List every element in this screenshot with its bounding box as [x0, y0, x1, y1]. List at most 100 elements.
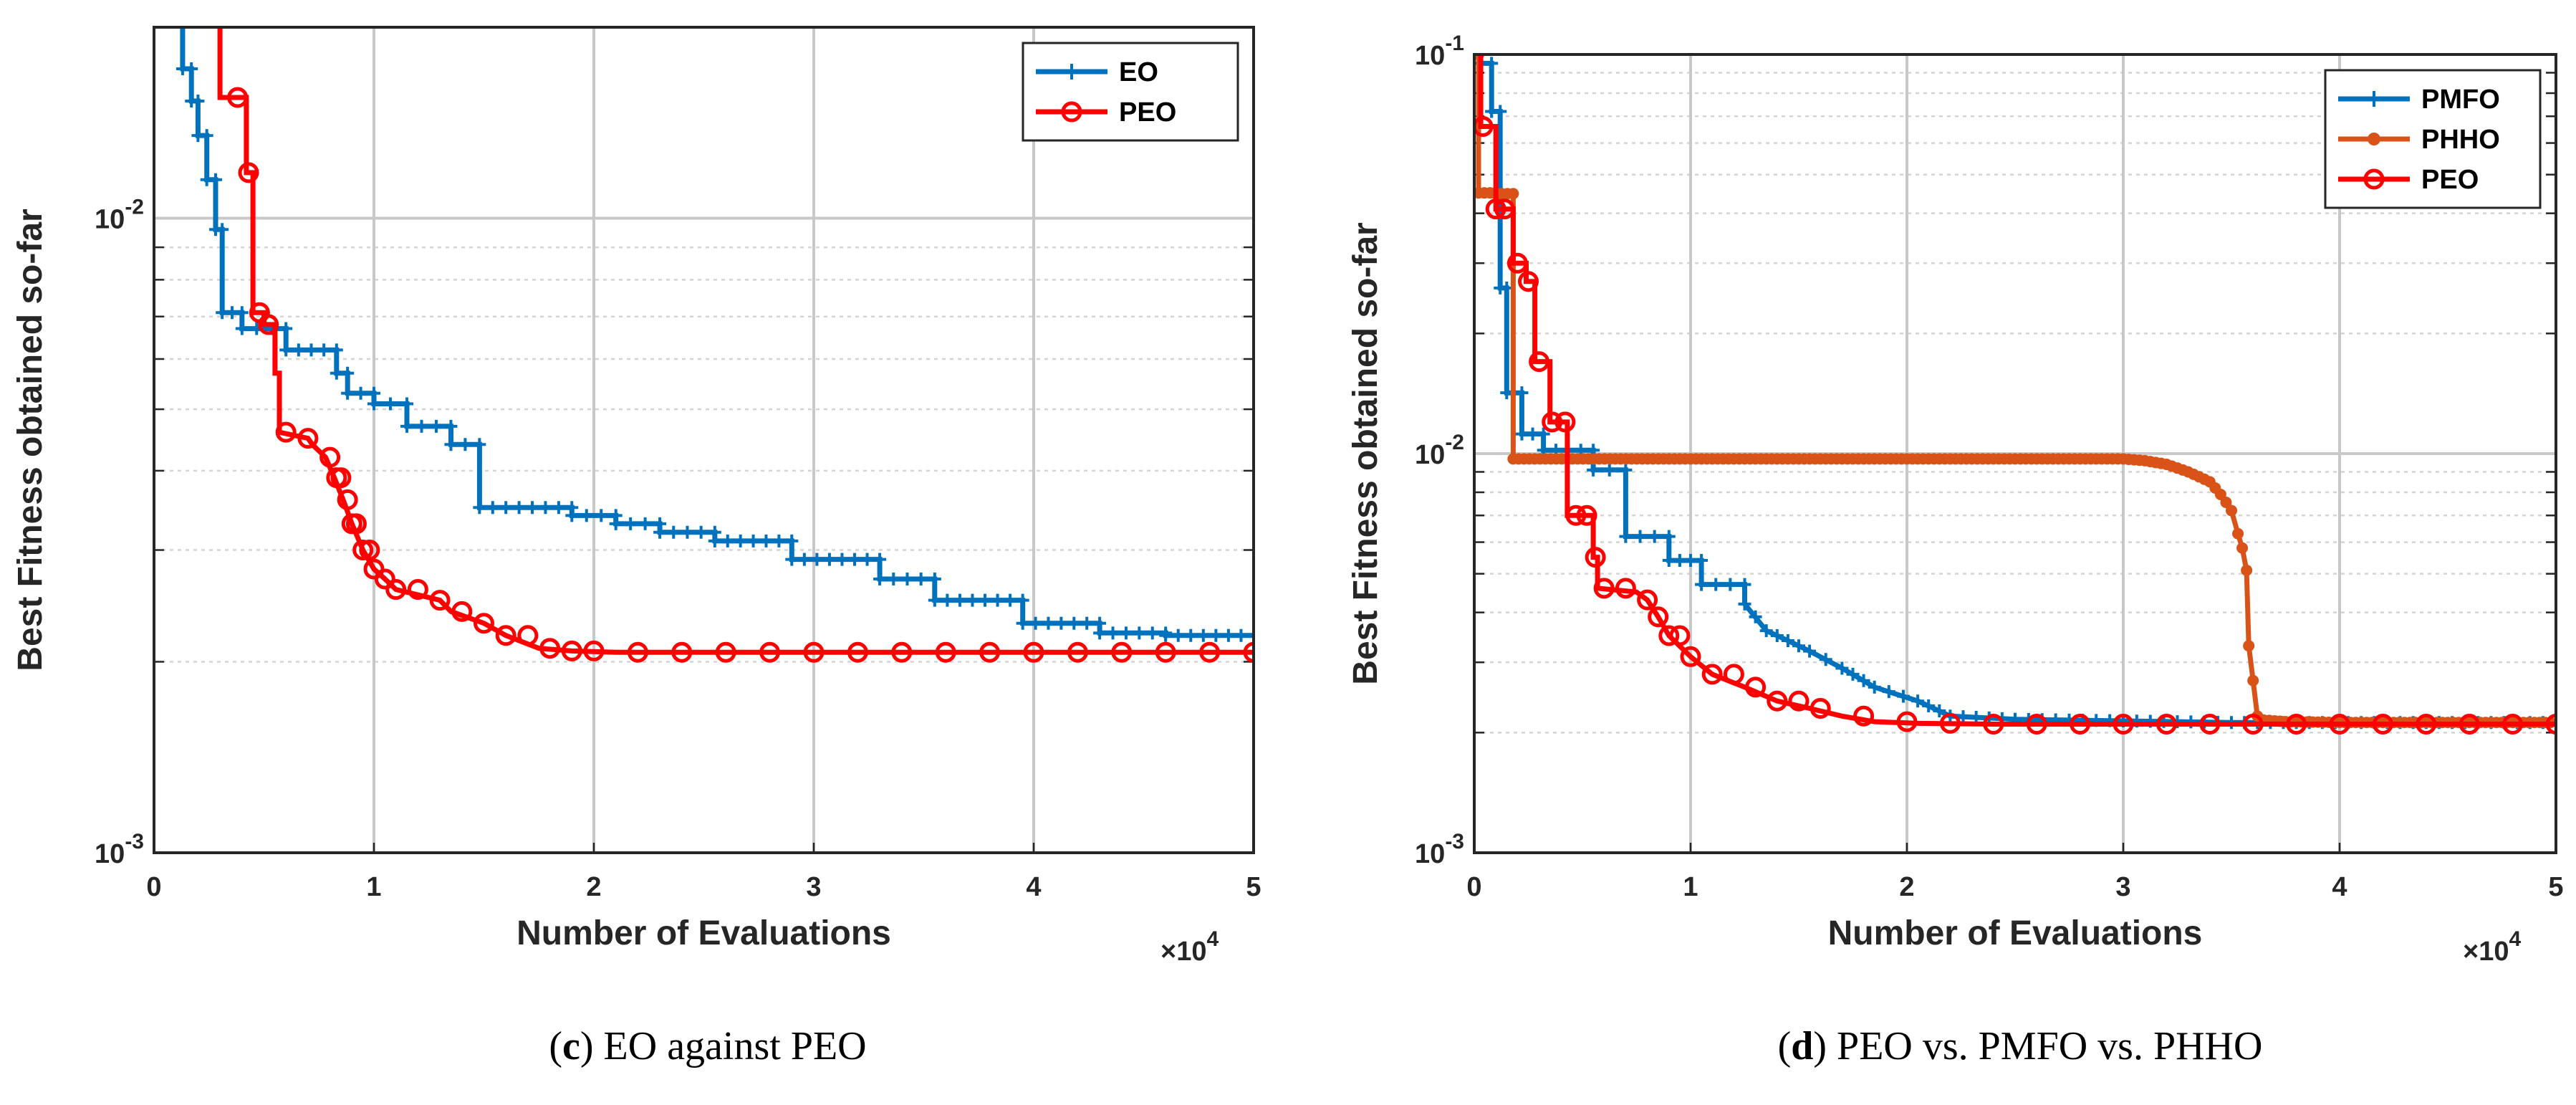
marker-peo — [1565, 504, 1587, 526]
marker-eo — [667, 525, 681, 539]
marker-peo — [2372, 714, 2393, 735]
y-tick-base: 10 — [1415, 839, 1445, 869]
marker-eo — [429, 419, 443, 433]
marker-eo — [624, 517, 638, 530]
y-axis-label: Best Fitness obtained so-far — [11, 209, 49, 671]
marker-eo — [185, 62, 198, 75]
marker-pmfo — [1922, 699, 1936, 713]
panel-caption: (d) PEO vs. PMFO vs. PHHO — [1778, 1024, 2263, 1068]
marker-pmfo — [1695, 578, 1708, 591]
marker-eo — [235, 306, 249, 320]
marker-eo — [473, 501, 486, 515]
marker-peo — [671, 641, 693, 663]
caption-letter: d — [1791, 1024, 1813, 1068]
marker-pmfo — [1857, 674, 1870, 687]
marker-pmfo — [1709, 578, 1723, 591]
marker-pmfo — [1781, 633, 1794, 647]
marker-eo — [473, 438, 486, 451]
marker-eo — [415, 419, 428, 433]
marker-eo — [580, 509, 593, 522]
marker-peo — [2459, 714, 2480, 735]
marker-peo — [1243, 641, 1254, 663]
marker-pmfo — [1868, 680, 1881, 694]
marker-peo — [1680, 646, 1701, 667]
marker-peo — [1576, 504, 1597, 526]
marker-peo — [2242, 714, 2264, 735]
axes-box — [153, 26, 1255, 854]
marker-eo — [458, 438, 472, 451]
marker-pmfo — [1835, 661, 1849, 675]
marker-peo — [319, 446, 341, 468]
marker-peo — [1529, 351, 1550, 373]
marker-eo — [785, 552, 799, 566]
x-tick-label: 3 — [806, 872, 821, 902]
marker-eo — [200, 129, 213, 143]
marker-peo — [1658, 625, 1680, 646]
marker-phho — [2220, 496, 2232, 508]
marker-eo — [279, 343, 293, 357]
marker-eo — [1196, 628, 1210, 642]
marker-peo — [238, 162, 259, 183]
x-axis-label: Number of Evaluations — [516, 914, 891, 952]
marker-eo — [304, 343, 318, 357]
marker-peo — [1506, 252, 1528, 274]
marker-eo — [526, 501, 539, 515]
marker-pmfo — [1662, 554, 1676, 568]
marker-eo — [330, 343, 343, 357]
marker-pmfo — [1724, 578, 1737, 591]
marker-eo — [810, 552, 824, 566]
series-group — [1474, 54, 2556, 735]
marker-pmfo — [1882, 685, 1895, 699]
marker-pmfo — [1673, 554, 1686, 568]
marker-peo — [1615, 578, 1636, 599]
marker-peo — [451, 601, 473, 622]
marker-peo — [583, 640, 605, 661]
x-tick-label: 2 — [1899, 872, 1914, 902]
y-tick-label: 10-2 — [95, 196, 144, 235]
marker-eo — [746, 534, 760, 547]
marker-peo — [407, 579, 428, 601]
marker-peo — [1199, 641, 1221, 663]
marker-eo — [292, 343, 305, 357]
y-tick-label: 10-3 — [95, 830, 144, 869]
marker-eo — [341, 366, 355, 380]
marker-eo — [887, 573, 900, 586]
y-tick-base: 10 — [95, 839, 125, 869]
marker-eo — [797, 552, 811, 566]
caption-close-paren: ) — [1813, 1024, 1827, 1068]
marker-eo — [914, 573, 928, 586]
y-tick-exponent: -2 — [1445, 431, 1464, 454]
x-tick-label: 2 — [586, 872, 601, 902]
marker-phho — [1507, 188, 1519, 200]
marker-peo — [2502, 714, 2524, 735]
plot-area — [154, 27, 1254, 853]
marker-eo — [176, 27, 189, 34]
marker-peo — [345, 513, 367, 535]
marker-eo — [208, 173, 222, 186]
legend: EO PEO — [1022, 42, 1239, 142]
marker-peo — [352, 540, 374, 561]
marker-eo — [1054, 616, 1068, 630]
legend-marker — [1061, 101, 1082, 123]
marker-eo — [966, 593, 979, 607]
x-tick-label: 5 — [1246, 872, 1261, 902]
marker-peo — [539, 638, 561, 659]
marker-peo — [337, 489, 358, 510]
y-tick-exponent: -1 — [1445, 32, 1464, 55]
marker-pmfo — [1485, 57, 1499, 70]
marker-phho — [2226, 504, 2237, 517]
marker-eo — [1080, 616, 1094, 630]
marker-eo — [953, 593, 966, 607]
caption-open-paren: ( — [549, 1024, 562, 1068]
legend-box — [1022, 42, 1239, 142]
marker-eo — [512, 501, 526, 515]
marker-eo — [708, 534, 721, 547]
x-tick-label: 1 — [366, 872, 381, 902]
marker-peo — [374, 568, 395, 590]
marker-eo — [1004, 593, 1017, 607]
marker-eo — [235, 322, 249, 335]
marker-peo — [2199, 714, 2221, 735]
marker-eo — [565, 509, 579, 522]
marker-peo — [330, 467, 352, 489]
